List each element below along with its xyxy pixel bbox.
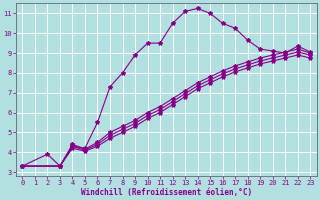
- X-axis label: Windchill (Refroidissement éolien,°C): Windchill (Refroidissement éolien,°C): [81, 188, 252, 197]
